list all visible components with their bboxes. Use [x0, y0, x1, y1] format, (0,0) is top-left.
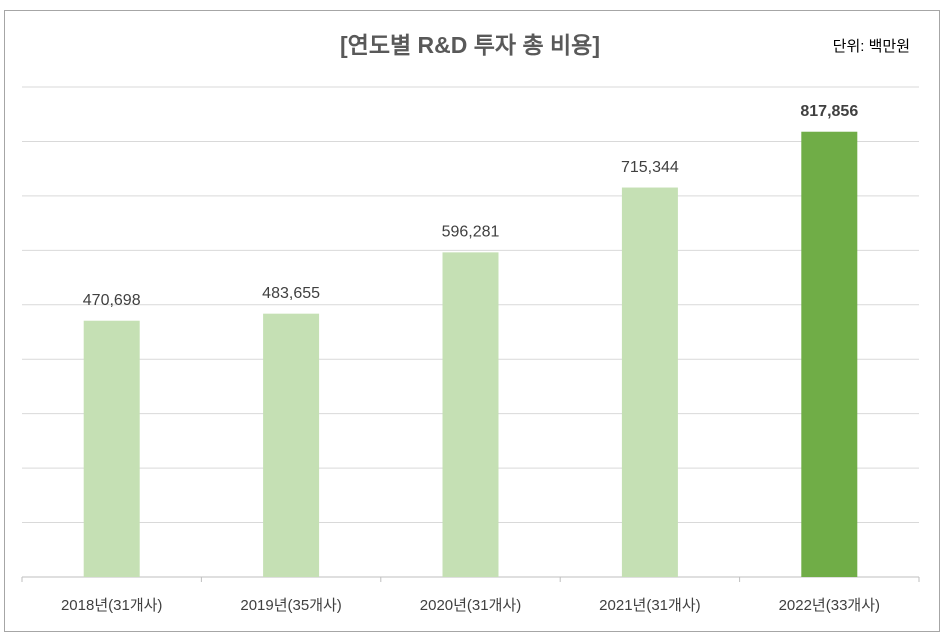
x-tick-label: 2020년(31개사) — [420, 597, 521, 614]
bar — [263, 313, 320, 577]
chart-title: [연도별 R&D 투자 총 비용] — [340, 32, 600, 58]
value-label: 715,344 — [621, 159, 679, 176]
bar — [801, 131, 858, 577]
bar — [442, 252, 499, 577]
bar — [83, 320, 140, 577]
x-tick-label: 2022년(33개사) — [779, 597, 880, 614]
value-label: 596,281 — [442, 224, 500, 241]
value-label: 470,698 — [83, 292, 141, 309]
value-label: 483,655 — [262, 285, 320, 302]
x-tick-label: 2021년(31개사) — [599, 597, 700, 614]
unit-label: 단위: 백만원 — [833, 38, 910, 55]
value-label: 817,856 — [800, 103, 858, 120]
x-tick-label: 2018년(31개사) — [61, 597, 162, 614]
x-tick-label: 2019년(35개사) — [240, 597, 341, 614]
bar — [621, 187, 678, 578]
